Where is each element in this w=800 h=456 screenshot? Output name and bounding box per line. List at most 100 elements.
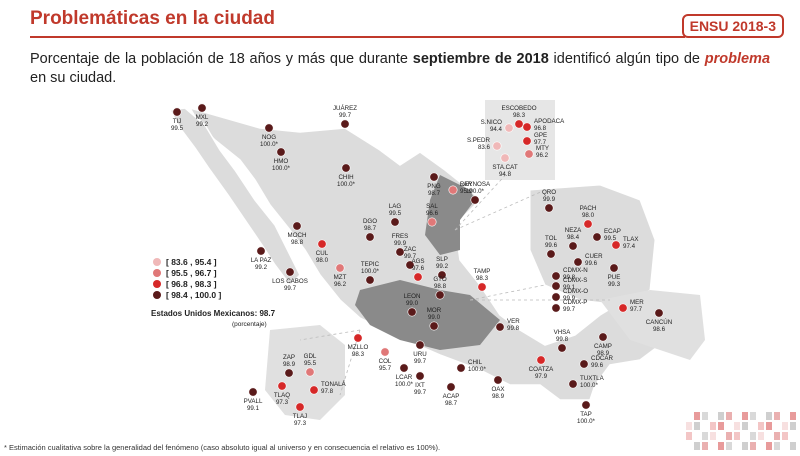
city-name-moch: MOCH bbox=[288, 232, 307, 239]
legend-label-3: [ 98.4 , 100.0 ] bbox=[166, 290, 221, 300]
city-dot-cuer bbox=[573, 257, 583, 267]
city-name-cdmx-o: CDMX-O bbox=[563, 288, 588, 295]
city-dot-nog bbox=[264, 123, 274, 133]
city-name-juarez: JUÁREZ bbox=[333, 105, 357, 112]
city-name-cul: CUL bbox=[316, 250, 329, 257]
city-name-mxl: MXL bbox=[196, 114, 209, 121]
pattern-tile bbox=[702, 412, 708, 420]
pattern-tile bbox=[790, 442, 796, 450]
city-dot-fres bbox=[395, 247, 405, 257]
city-dot-s-nico bbox=[504, 123, 514, 133]
pattern-tile bbox=[710, 432, 716, 440]
pattern-tile bbox=[782, 422, 788, 430]
city-value-fres: 99.9 bbox=[394, 240, 407, 247]
city-dot-tonala bbox=[309, 385, 319, 395]
city-name-mor: MOR bbox=[427, 307, 442, 314]
subtitle-part2: identificó algún tipo de bbox=[548, 51, 705, 67]
inset-guadalajara-shape bbox=[265, 325, 345, 420]
city-markers-layer: TIJ99.5MXL99.2NOG100.0*HMO100.0*JUÁREZ99… bbox=[171, 103, 672, 427]
city-name-qro: QRO bbox=[542, 189, 556, 196]
pattern-tile bbox=[782, 432, 788, 440]
city-name-oax: OAX bbox=[491, 386, 504, 393]
city-name-cdmx-p: CDMX-P bbox=[563, 299, 587, 306]
city-dot-uru bbox=[415, 340, 425, 350]
pattern-tile bbox=[750, 432, 756, 440]
pattern-tile bbox=[766, 442, 772, 450]
city-dot-ags bbox=[413, 272, 423, 282]
city-dot-png bbox=[429, 172, 439, 182]
city-dot-acap bbox=[446, 382, 456, 392]
city-name-sal: SAL bbox=[426, 203, 438, 210]
pattern-tile bbox=[726, 432, 732, 440]
city-value-mzt: 96.2 bbox=[334, 281, 347, 288]
city-dot-cdmx-n bbox=[551, 271, 561, 281]
city-value-mor: 99.0 bbox=[428, 314, 441, 321]
city-dot-lar bbox=[448, 185, 458, 195]
city-name-pach: PACH bbox=[580, 205, 597, 212]
city-value-chih: 100.0* bbox=[337, 181, 355, 188]
pattern-tile bbox=[774, 432, 780, 440]
city-name-ixt: IXT bbox=[415, 382, 425, 389]
title-underline bbox=[30, 36, 685, 38]
pattern-tile bbox=[726, 412, 732, 420]
pattern-tile bbox=[774, 412, 780, 420]
city-dot-chih bbox=[341, 163, 351, 173]
city-value-cuer: 99.6 bbox=[585, 260, 598, 267]
city-value-tap: 100.0* bbox=[577, 418, 595, 425]
city-value-los-cabos: 99.7 bbox=[284, 285, 297, 292]
city-value-cdmx-n: 99.8 bbox=[563, 274, 576, 281]
city-dot-zac bbox=[405, 260, 415, 270]
highlight-region-north bbox=[425, 175, 475, 255]
city-value-tuxtla: 100.0* bbox=[580, 382, 598, 389]
city-value-png: 98.7 bbox=[428, 190, 441, 197]
city-name-png: PNG bbox=[427, 183, 441, 190]
pattern-tile bbox=[774, 442, 780, 450]
city-name-tap: TAP bbox=[580, 411, 592, 418]
city-value-ixt: 99.7 bbox=[414, 389, 427, 396]
city-value-cancun: 98.6 bbox=[653, 326, 666, 333]
baja-california-shape bbox=[168, 107, 301, 287]
city-name-s-nico: S.NICO bbox=[481, 119, 503, 126]
city-dot-cdcar bbox=[579, 359, 589, 369]
legend-swatch-1 bbox=[153, 269, 161, 277]
city-name-pvall: PVALL bbox=[244, 398, 263, 405]
city-name-vhsa: VHSA bbox=[554, 329, 572, 336]
city-dot-tamp bbox=[477, 282, 487, 292]
city-value-tepic: 100.0* bbox=[361, 268, 379, 275]
city-value-nog: 100.0* bbox=[260, 141, 278, 148]
city-value-mer: 97.7 bbox=[630, 306, 643, 313]
pattern-tile bbox=[718, 412, 724, 420]
city-marker-cdmx-o: CDMX-O99.9 bbox=[551, 288, 588, 302]
subtitle-emphasis: problema bbox=[704, 51, 771, 67]
city-value-juarez: 99.7 bbox=[339, 112, 352, 119]
city-name-cdmx-n: CDMX-N bbox=[563, 267, 588, 274]
pattern-tile bbox=[758, 422, 764, 430]
